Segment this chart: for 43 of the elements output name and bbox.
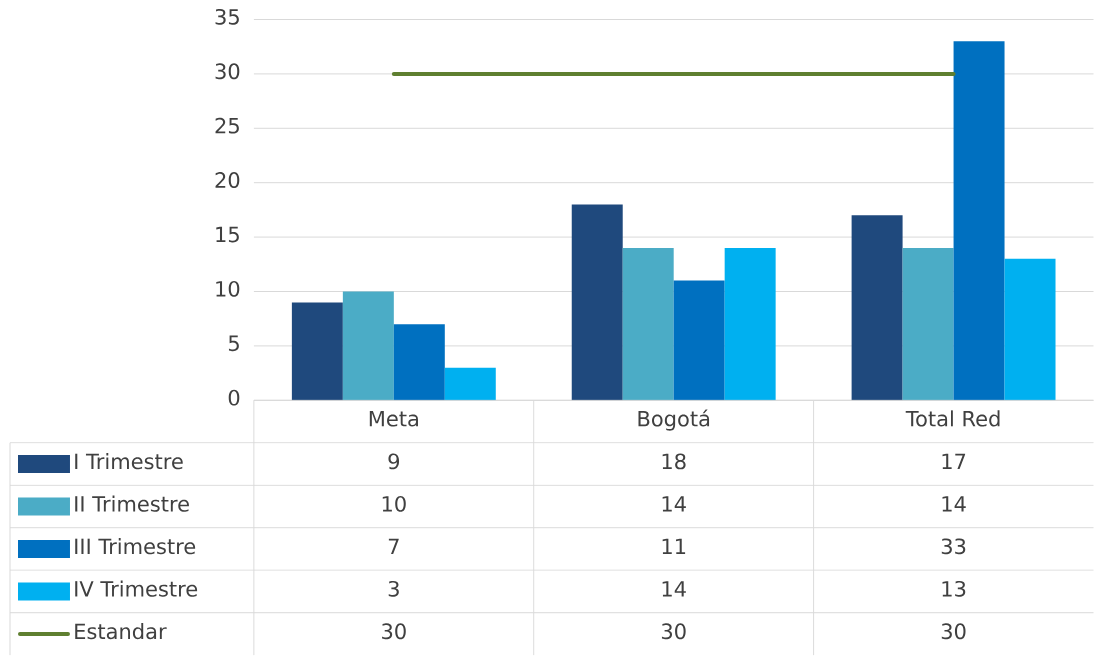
bar [1004,259,1056,401]
data-label: 33 [941,538,966,555]
legend-label: IV Trimestre [75,580,198,597]
y-tick-label: 30 [215,63,240,80]
y-tick-label: 0 [228,389,240,406]
y-tick-label: 35 [215,9,239,25]
legend-label: II Trimestre [75,495,189,512]
bar [953,41,1005,401]
bar [902,248,954,401]
data-label: 30 [941,623,966,640]
y-tick-label: 20 [215,172,240,189]
x-tick-label: Total Red [905,410,1000,427]
x-tick-label: Meta [369,411,418,427]
y-tick-label: 25 [215,117,239,134]
y-tick-label: 5 [228,335,239,352]
bar [571,204,623,401]
bar [291,302,343,401]
data-label: 13 [942,581,966,597]
data-label: 10 [382,496,406,512]
data-label: 14 [662,496,686,512]
data-label: 14 [942,496,966,512]
bar [622,248,674,401]
data-label: 17 [942,453,966,470]
data-label: 9 [388,453,400,470]
legend-label: I Trimestre [75,453,183,470]
bar [342,291,394,401]
data-label: 30 [382,623,406,640]
data-label: 11 [662,538,686,555]
data-label: 14 [662,581,686,597]
y-tick-label: 10 [216,281,240,297]
bar [444,367,496,401]
bar [393,324,445,401]
data-label: 3 [388,581,399,597]
bar [673,280,725,401]
x-tick-label: Bogotá [638,409,710,431]
y-tick-label: 15 [216,226,239,243]
bar [724,248,776,401]
legend-label: Estandar [75,623,167,640]
data-label: 7 [388,538,399,555]
data-label: 18 [662,453,686,470]
legend-label: III Trimestre [75,538,196,555]
bar [851,215,903,401]
data-label: 30 [661,623,686,640]
